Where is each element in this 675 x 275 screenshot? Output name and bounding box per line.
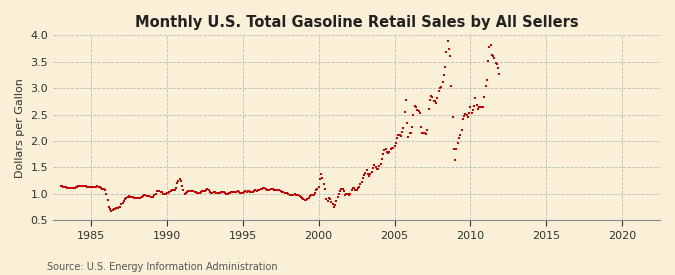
Title: Monthly U.S. Total Gasoline Retail Sales by All Sellers: Monthly U.S. Total Gasoline Retail Sales… — [135, 15, 578, 30]
Text: Source: U.S. Energy Information Administration: Source: U.S. Energy Information Administ… — [47, 262, 278, 272]
Y-axis label: Dollars per Gallon: Dollars per Gallon — [15, 78, 25, 178]
